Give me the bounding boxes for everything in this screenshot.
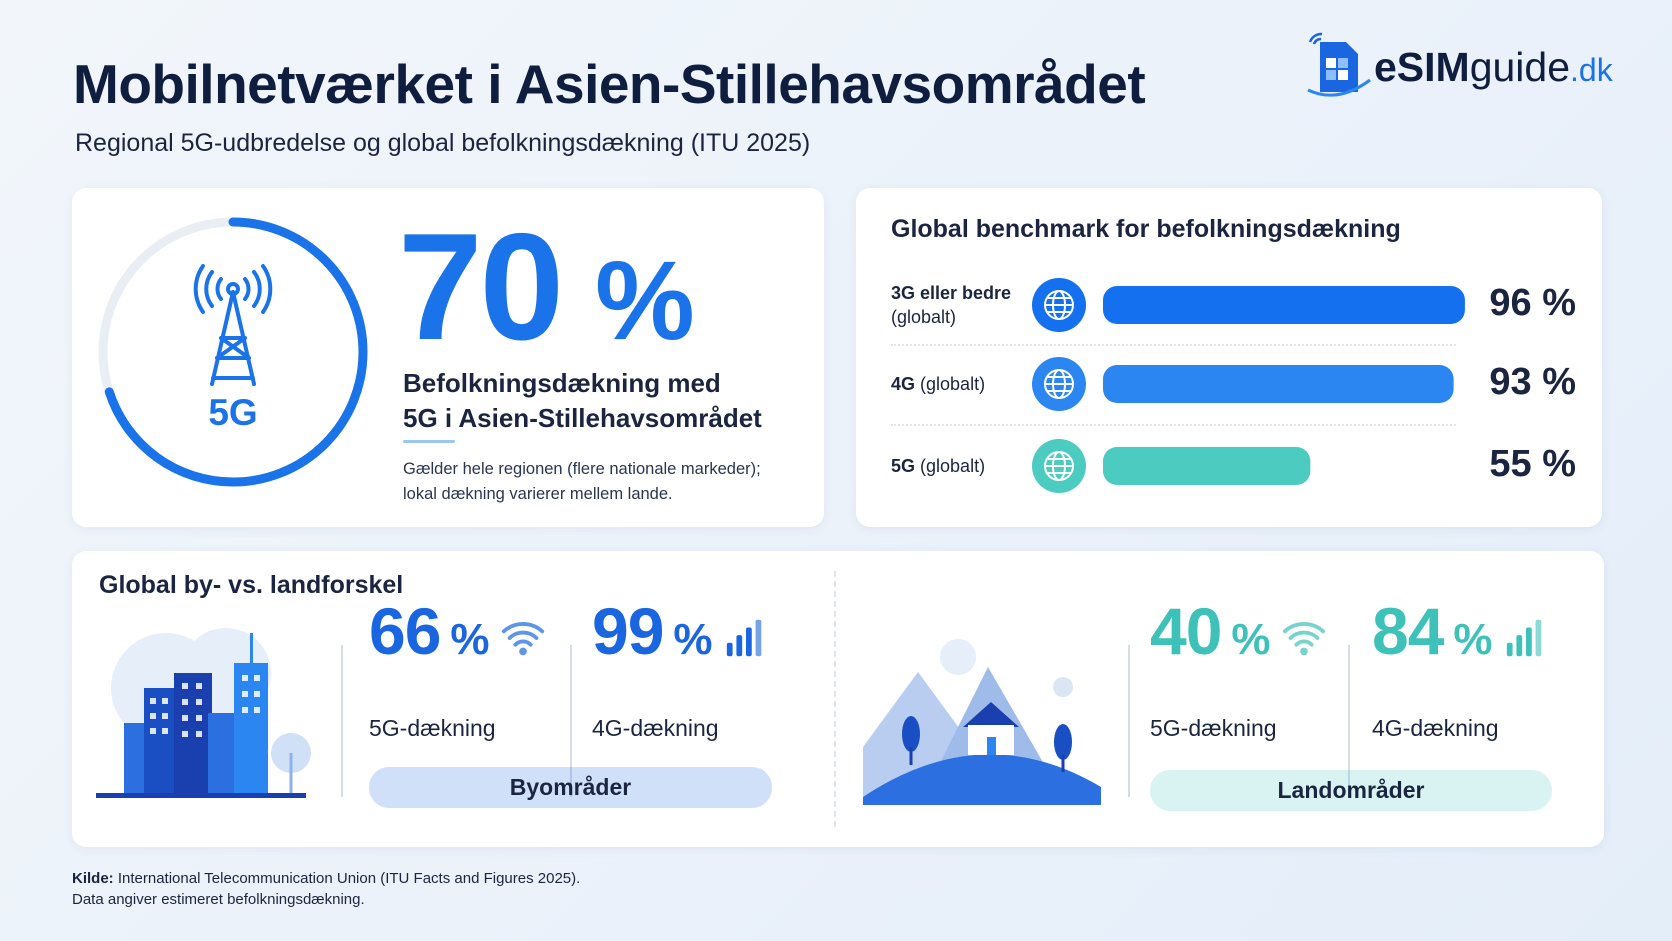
- bar-holder: [1103, 447, 1311, 485]
- bar: [1103, 286, 1465, 324]
- stat-unit: %: [1453, 615, 1493, 664]
- bar: [1103, 365, 1454, 403]
- stat-value: 99: [592, 594, 664, 668]
- stat-divider: [570, 645, 572, 797]
- divider: [403, 440, 455, 443]
- row-separator: [891, 424, 1456, 426]
- bar-value-label: 55 %: [1489, 443, 1576, 485]
- footer: Kilde: International Telecommunication U…: [72, 868, 580, 910]
- ring: 5G: [98, 217, 368, 487]
- logo-icon: [1307, 32, 1371, 97]
- hero-note-line: Gælder hele regionen (flere nationale ma…: [403, 460, 761, 478]
- footer-note: Data angiver estimeret befolkningsdæknin…: [72, 891, 365, 908]
- gap-title: Global by- vs. landforskel: [99, 571, 404, 599]
- signal-icon: [726, 619, 761, 657]
- area-pill: Byområder: [369, 767, 772, 808]
- stat-label: 4G-dækning: [592, 715, 719, 741]
- row-label-scope: (globalt): [891, 307, 957, 327]
- ring-arc: [98, 217, 368, 487]
- bar-holder: [1103, 286, 1465, 324]
- hero-unit: %: [595, 238, 695, 363]
- stat-label: 5G-dækning: [369, 715, 496, 741]
- hero-note-line: lokal dækning varierer mellem lande.: [403, 485, 673, 503]
- globe-icon: [1032, 278, 1086, 332]
- stat-value: 40: [1150, 594, 1222, 668]
- globe-line: [1045, 376, 1073, 392]
- wifi-icon: [1282, 622, 1325, 656]
- area-pill: Landområder: [1150, 770, 1552, 811]
- bar-value-label: 96 %: [1489, 282, 1576, 324]
- stat: 99%: [592, 593, 769, 669]
- city-illustration: [96, 628, 311, 798]
- hero-heading: Befolkningsdækning med 5G i Asien-Stille…: [403, 366, 762, 436]
- logo-esim: eSIM: [1374, 43, 1470, 90]
- section-divider: [834, 571, 836, 827]
- stat-value: 66: [369, 594, 441, 668]
- row-label-scope: (globalt): [920, 374, 986, 394]
- signal-icon: [1506, 619, 1541, 657]
- logo: eSIMguide.dk: [1306, 32, 1613, 102]
- row-separator: [891, 344, 1456, 346]
- stat: 40%: [1150, 593, 1327, 669]
- wifi-icon: [501, 622, 544, 656]
- source-label: Kilde:: [72, 870, 114, 887]
- stat-divider: [1128, 645, 1130, 797]
- benchmark-card: Global benchmark for befolkningsdækning …: [856, 188, 1602, 527]
- source: International Telecommunication Union (I…: [117, 870, 581, 887]
- globe-line: [1045, 458, 1073, 474]
- globe-line: [1045, 297, 1073, 313]
- row-label-main: 4G: [891, 374, 916, 394]
- logo-dk: .dk: [1570, 51, 1613, 88]
- globe-icon: [1032, 439, 1086, 493]
- stat: 84%: [1372, 593, 1549, 669]
- bar: [1103, 447, 1311, 485]
- stat-value: 84: [1372, 594, 1444, 668]
- row-label-main: 5G: [891, 456, 916, 476]
- gap-card: Global by- vs. landforskel 66% 5G-dækning…: [72, 551, 1604, 847]
- row-label-scope: (globalt): [920, 456, 986, 476]
- stat: 66%: [369, 593, 546, 669]
- stat-unit: %: [450, 615, 490, 664]
- row-label-main: 3G eller bedre: [891, 283, 1012, 303]
- stat-divider: [341, 645, 343, 797]
- ring-label: 5G: [208, 392, 257, 433]
- tower-icon: [193, 264, 273, 386]
- title: Mobilnetværket i Asien-Stillehavsområdet: [73, 53, 1146, 115]
- stat-unit: %: [673, 615, 713, 664]
- hero-card: 5G 70 % Befolkningsdækning med 5G i Asie…: [72, 188, 824, 527]
- benchmark-title: Global benchmark for befolkningsdækning: [891, 215, 1401, 243]
- row-label: 4G (globalt): [891, 372, 1021, 396]
- hero-heading-line: Befolkningsdækning med: [403, 368, 721, 398]
- stat-divider: [1348, 645, 1350, 797]
- hero-value: 70: [398, 202, 564, 372]
- rural-illustration: [863, 639, 1101, 805]
- stat-label: 4G-dækning: [1372, 715, 1499, 741]
- row-label: 5G (globalt): [891, 454, 1021, 478]
- stat-label: 5G-dækning: [1150, 715, 1277, 741]
- bar-value-label: 93 %: [1489, 361, 1576, 403]
- subtitle: Regional 5G-udbredelse og global befolkn…: [75, 129, 811, 157]
- hero-note: Gælder hele regionen (flere nationale ma…: [403, 457, 761, 507]
- logo-guide: guide: [1469, 43, 1571, 90]
- hero-heading-line: 5G i Asien-Stillehavsområdet: [403, 403, 762, 433]
- bar-holder: [1103, 365, 1454, 403]
- row-label: 3G eller bedre (globalt): [891, 281, 1021, 329]
- globe-icon: [1032, 357, 1086, 411]
- stat-unit: %: [1231, 615, 1271, 664]
- hero-stat: 70 %: [398, 200, 695, 375]
